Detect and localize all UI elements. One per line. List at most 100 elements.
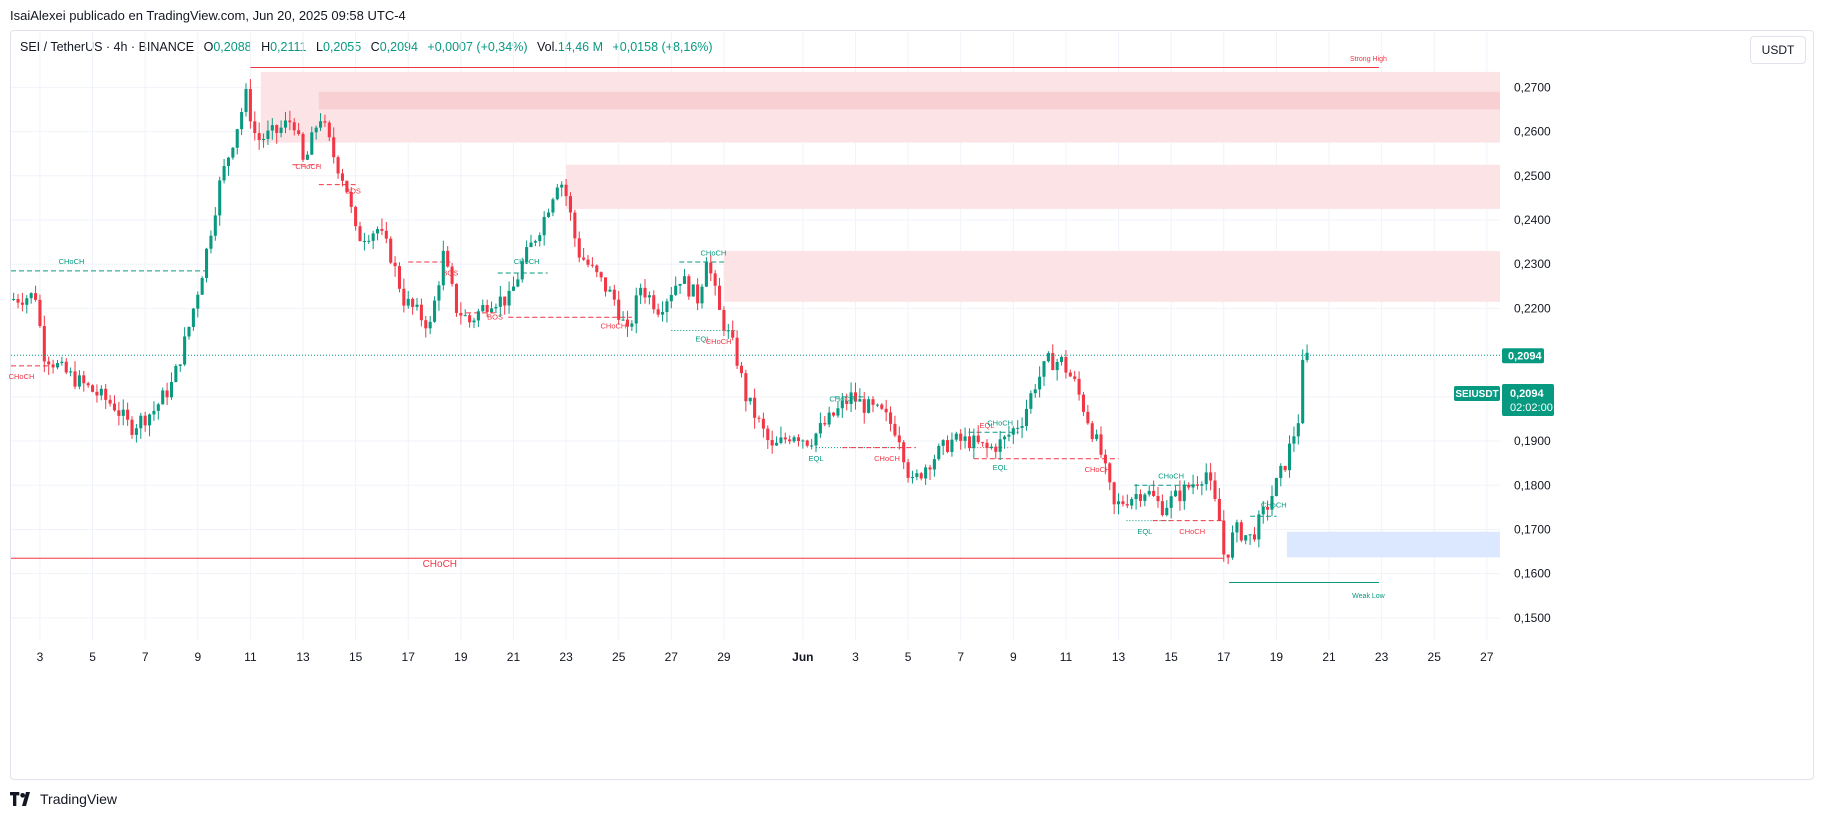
- candle-body: [1305, 352, 1309, 360]
- candle: [1033, 383, 1037, 398]
- candle-body: [796, 437, 801, 442]
- candle: [906, 458, 910, 483]
- candle: [1112, 481, 1116, 515]
- candle-body: [1121, 501, 1125, 505]
- candle-body: [880, 404, 884, 409]
- candle: [257, 122, 261, 150]
- x-axis: 3 5 7 9 11 13 15 17 19 21 23 25 27 29 Jun 3 5 7 9 11 13 15 17 1…: [37, 650, 1494, 664]
- candle-body: [319, 121, 323, 128]
- candle: [454, 283, 459, 317]
- candle-body: [608, 289, 612, 292]
- candle-body: [86, 383, 90, 386]
- candle: [1095, 429, 1099, 442]
- candle: [310, 126, 314, 156]
- candle-body: [1288, 443, 1292, 471]
- candle-body: [494, 306, 498, 309]
- candle: [836, 400, 840, 418]
- candle: [884, 399, 888, 422]
- candle-body: [266, 130, 270, 139]
- candle: [1011, 426, 1015, 444]
- candle: [1165, 500, 1169, 517]
- candle-body: [704, 262, 708, 287]
- candle: [270, 118, 274, 140]
- candle-body: [674, 285, 678, 295]
- candle-body: [1046, 353, 1050, 362]
- candle: [941, 439, 945, 456]
- candle-body: [1033, 389, 1037, 394]
- high-value: 0,2111: [270, 40, 307, 54]
- candle-body: [862, 399, 866, 413]
- candle-body: [1209, 472, 1213, 481]
- candle: [345, 180, 349, 193]
- candle: [832, 411, 836, 417]
- candle: [38, 294, 42, 328]
- annotation-label: CHoCH: [829, 394, 855, 403]
- candle-body: [1274, 478, 1278, 497]
- y-tick-label: 0,1500: [1514, 611, 1551, 625]
- candle-body: [1011, 428, 1015, 435]
- candle-body: [1178, 490, 1182, 502]
- candle-body: [520, 261, 524, 280]
- annotation-label: EQL: [993, 463, 1008, 472]
- candle-body: [349, 192, 353, 207]
- candle-body: [12, 299, 16, 301]
- candle-body: [503, 296, 507, 306]
- candle: [573, 209, 577, 247]
- candle-body: [191, 308, 195, 327]
- candle-body: [196, 294, 200, 309]
- candle: [972, 428, 976, 459]
- candle-body: [1020, 426, 1024, 428]
- candle: [1182, 480, 1186, 510]
- open-label: O: [203, 40, 214, 54]
- candle-body: [1042, 361, 1046, 377]
- candle: [761, 412, 765, 438]
- candle: [55, 359, 60, 370]
- candle: [989, 443, 993, 450]
- candle-body: [82, 375, 86, 384]
- candle-body: [1231, 532, 1235, 558]
- candle: [1073, 370, 1077, 382]
- candle: [77, 370, 81, 390]
- candle-body: [884, 408, 888, 413]
- candle-body: [183, 336, 187, 365]
- candle: [919, 471, 923, 481]
- x-tick-label: 11: [244, 650, 257, 664]
- candle-body: [95, 391, 99, 396]
- candle: [1125, 494, 1129, 509]
- candle-body: [104, 388, 108, 400]
- candle-body: [77, 375, 81, 387]
- candle: [1231, 525, 1235, 560]
- x-tick-label: 9: [1010, 650, 1017, 664]
- candle: [560, 181, 564, 197]
- footer-brand[interactable]: TradingView: [40, 791, 118, 807]
- price-chart[interactable]: Strong High Weak Low CHoCH CHoCH CHoCH BOS BOS…: [0, 0, 1826, 790]
- candle-body: [1182, 484, 1186, 502]
- candle: [367, 234, 371, 245]
- candle: [691, 284, 695, 297]
- candle-body: [818, 423, 822, 434]
- candle-body: [647, 295, 651, 298]
- candle-body: [301, 133, 305, 160]
- candle-body: [972, 435, 976, 449]
- symbol-info[interactable]: SEI / TetherUS · 4h · BINANCE: [20, 40, 195, 54]
- annotation-label: EQL: [695, 335, 710, 344]
- candle-body: [967, 436, 972, 449]
- candle-body: [29, 293, 33, 299]
- candle-body: [1217, 498, 1221, 521]
- candle-body: [240, 112, 244, 130]
- candle: [718, 277, 722, 311]
- candle-body: [718, 285, 722, 310]
- candle-body: [476, 311, 480, 321]
- tradingview-logo-icon[interactable]: [10, 792, 34, 806]
- x-tick-label: 27: [665, 650, 679, 664]
- candle-body: [1090, 423, 1094, 440]
- candle: [148, 413, 152, 437]
- candle-body: [279, 127, 283, 134]
- x-tick-label: 19: [454, 650, 468, 664]
- candle-body: [380, 228, 384, 231]
- candle-body: [222, 166, 226, 181]
- currency-button[interactable]: USDT: [1750, 36, 1806, 64]
- annotation-label: EQL: [1137, 527, 1152, 536]
- candle: [476, 308, 480, 327]
- candle: [20, 292, 24, 312]
